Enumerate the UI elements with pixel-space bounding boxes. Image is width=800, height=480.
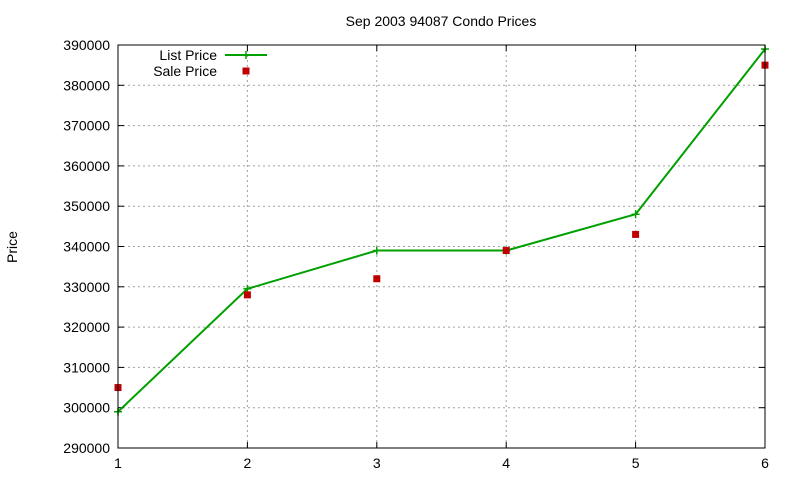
y-tick-label: 370000 — [63, 118, 110, 134]
legend-label: Sale Price — [153, 63, 217, 79]
sale-price-point — [243, 291, 251, 299]
chart-title: Sep 2003 94087 Condo Prices — [346, 13, 537, 29]
y-tick-label: 290000 — [63, 440, 110, 456]
y-tick-label: 310000 — [63, 359, 110, 375]
y-axis: 290000 300000 310000 320000 330000 340000 3500… — [63, 37, 765, 456]
x-tick-label: 2 — [244, 455, 252, 471]
x-tick-label: 6 — [761, 455, 769, 471]
plot-border — [117, 44, 766, 449]
y-tick-label: 340000 — [63, 239, 110, 255]
list-price-line — [117, 48, 766, 413]
plot-area — [114, 45, 769, 416]
legend-label: List Price — [159, 47, 217, 63]
x-tick-label: 1 — [114, 455, 122, 471]
y-axis-label: Price — [4, 231, 20, 263]
x-axis: 1 2 3 4 5 6 — [114, 45, 769, 471]
list-price-point — [372, 246, 381, 255]
y-tick-label: 380000 — [63, 77, 110, 93]
sale-price-point — [632, 230, 640, 238]
y-tick-label: 330000 — [63, 279, 110, 295]
grid — [118, 45, 765, 448]
sale-price-point — [373, 275, 381, 283]
legend-swatch-marker — [242, 67, 250, 75]
y-tick-label: 360000 — [63, 158, 110, 174]
x-tick-label: 3 — [373, 455, 381, 471]
y-tick-label: 300000 — [63, 400, 110, 416]
list-price-point — [631, 210, 640, 219]
legend-swatch-marker — [242, 51, 250, 59]
y-tick-label: 350000 — [63, 198, 110, 214]
y-tick-label: 320000 — [63, 319, 110, 335]
x-tick-label: 4 — [502, 455, 510, 471]
sale-price-point — [502, 247, 510, 255]
x-tick-label: 5 — [632, 455, 640, 471]
y-tick-label: 390000 — [63, 37, 110, 53]
